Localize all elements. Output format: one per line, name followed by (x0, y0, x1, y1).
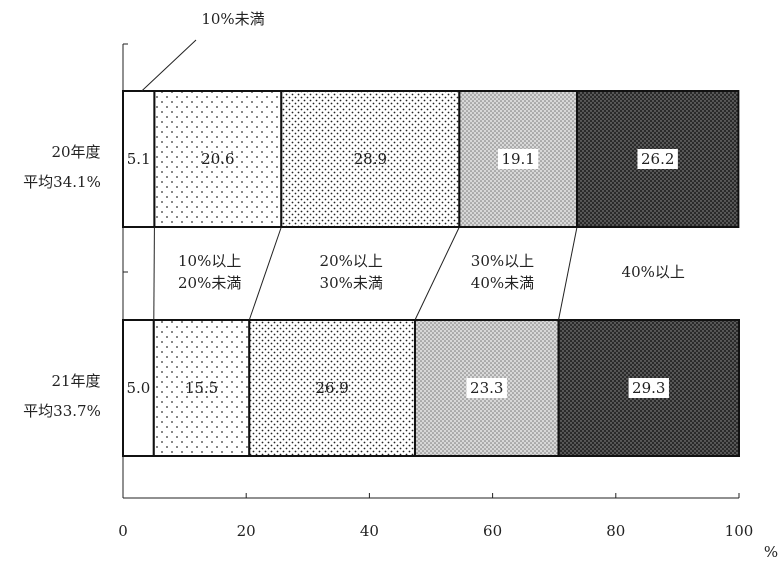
value-label: 5.1 (127, 150, 151, 168)
series-annotation: 40%未満 (471, 274, 534, 292)
series-annotation: 10%未満 (201, 10, 264, 28)
series-annotation: 30%未満 (320, 274, 383, 292)
callout-leader-line (142, 40, 196, 91)
value-label: 28.9 (354, 150, 387, 168)
category-label: 21年度 (51, 372, 100, 390)
value-label: 23.3 (470, 379, 503, 397)
value-label: 5.0 (126, 379, 150, 397)
value-label: 29.3 (632, 379, 665, 397)
series-annotation: 30%以上 (471, 252, 534, 270)
connector-line (249, 227, 281, 320)
category-label: 20年度 (51, 143, 100, 161)
connector-line (559, 227, 577, 320)
x-tick-label: 0 (118, 522, 128, 540)
value-label: 26.9 (315, 379, 348, 397)
series-annotation: 20%以上 (320, 252, 383, 270)
series-annotation: 20%未満 (178, 274, 241, 292)
value-label: 26.2 (641, 150, 674, 168)
series-annotation: 10%以上 (178, 252, 241, 270)
x-unit-label: % (764, 543, 778, 561)
x-tick-label: 60 (483, 522, 502, 540)
value-label: 19.1 (501, 150, 534, 168)
x-tick-label: 20 (237, 522, 256, 540)
series-annotation: 40%以上 (622, 263, 685, 281)
x-tick-label: 80 (606, 522, 625, 540)
connector-line (154, 227, 155, 320)
x-tick-label: 100 (725, 522, 754, 540)
category-average-label: 平均33.7% (23, 402, 101, 420)
x-tick-label: 40 (360, 522, 379, 540)
connector-line (415, 227, 459, 320)
category-average-label: 平均34.1% (23, 173, 101, 191)
value-label: 15.5 (185, 379, 218, 397)
value-label: 20.6 (201, 150, 234, 168)
